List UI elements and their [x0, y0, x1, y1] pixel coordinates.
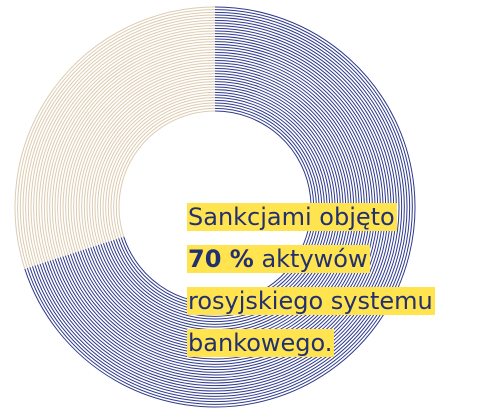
- annotation-text: Sankcjami objęto: [187, 203, 397, 231]
- annotation: Sankcjami objęto 70 % aktywów rosyjskieg…: [187, 196, 435, 364]
- annotation-text: bankowego.: [187, 329, 335, 357]
- annotation-text: rosyjskiego systemu: [187, 287, 435, 315]
- annotation-text: 70 % aktywów: [187, 245, 370, 273]
- annotation-line: rosyjskiego systemu: [187, 280, 435, 322]
- annotation-line: 70 % aktywów: [187, 238, 435, 280]
- highlight-value: 70 %: [188, 245, 254, 273]
- annotation-line: Sankcjami objęto: [187, 196, 435, 238]
- annotation-line: bankowego.: [187, 322, 435, 364]
- donut-segment: [14, 6, 216, 269]
- annotation-text: aktywów: [261, 245, 368, 273]
